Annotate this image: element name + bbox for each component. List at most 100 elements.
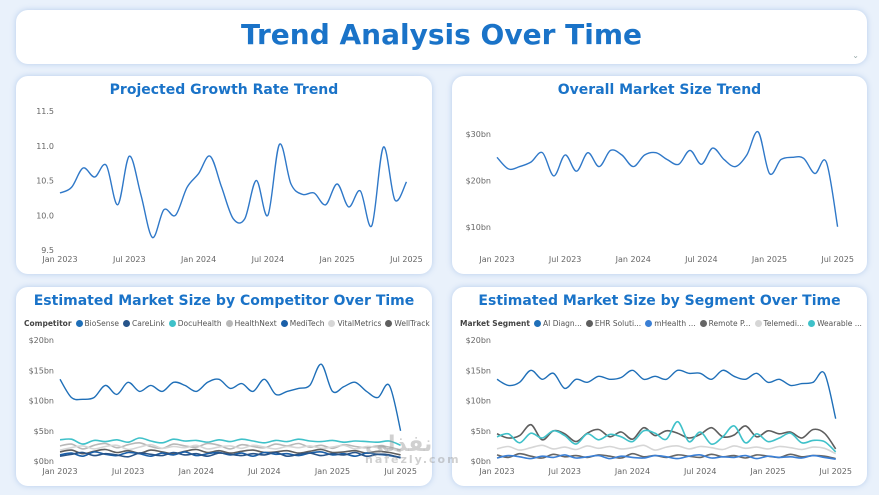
y-tick-label: 11.5 [36, 107, 54, 116]
watermark: نفذلي nafezly.com [365, 432, 461, 466]
growth-rate-title: Projected Growth Rate Trend [109, 82, 339, 98]
legend-item-1[interactable]: CareLink [123, 319, 165, 328]
y-tick-label: $0bn [471, 457, 491, 466]
legend-label: CareLink [132, 319, 165, 328]
legend-item-3[interactable]: Remote P... [699, 319, 751, 328]
legend-marker [280, 320, 288, 327]
legend-item-2[interactable]: DocuHealth [168, 319, 222, 328]
x-tick-label: Jul 2025 [383, 467, 417, 476]
page-title: Trend Analysis Over Time [240, 18, 643, 51]
growth-rate-panel: Projected Growth Rate Trend 9.5 10.0 10.5 1… [16, 76, 432, 274]
x-tick-label: Jan 2025 [319, 255, 355, 264]
watermark-text: نفذلي [365, 432, 433, 457]
y-tick-label: $20bn [29, 336, 54, 345]
legend-label: BioSense [84, 319, 119, 328]
legend-label: EHR Soluti... [594, 319, 642, 328]
legend-marker [75, 320, 83, 327]
header-card: Trend Analysis Over Time ⌄ [16, 10, 867, 64]
series-line-0 [496, 131, 839, 227]
x-tick-label: Jan 2023 [41, 467, 77, 476]
y-tick-label: $10bn [466, 397, 491, 406]
segment-legend: Market Segment AI Diagn... EHR Soluti... m… [460, 319, 866, 328]
legend-marker [225, 320, 233, 327]
market-size-title: Overall Market Size Trend [557, 82, 762, 98]
competitor-chart: $0bn $5bn $10bn $15bn $20bn Jan 2023 Jul 2023 J… [29, 336, 417, 476]
market-size-chart: $10bn $20bn $30bn Jan 2023 Jul 2023 Jan 2024 J… [466, 130, 854, 264]
market-size-panel: Overall Market Size Trend $10bn $20bn $30b… [452, 76, 867, 274]
x-tick-label: Jan 2024 [178, 467, 214, 476]
legend-marker [645, 320, 653, 327]
legend-marker [699, 320, 707, 327]
legend-marker [533, 320, 541, 327]
legend-label: Wearable ... [817, 319, 862, 328]
segment-legend-title: Market Segment [460, 319, 530, 328]
legend-item-4[interactable]: Telemedi... [754, 319, 804, 328]
x-tick-label: Jan 2025 [749, 467, 785, 476]
y-tick-label: $15bn [466, 366, 491, 375]
x-tick-label: Jul 2024 [247, 467, 281, 476]
legend-marker [754, 320, 762, 327]
legend-item-0[interactable]: AI Diagn... [533, 319, 582, 328]
x-tick-label: Jul 2024 [684, 255, 718, 264]
x-tick-label: Jul 2023 [112, 255, 146, 264]
legend-label: MediTech [289, 319, 325, 328]
x-tick-label: Jan 2025 [314, 467, 350, 476]
x-tick-label: Jan 2025 [751, 255, 787, 264]
y-tick-label: $15bn [29, 366, 54, 375]
y-tick-label: $0bn [34, 457, 54, 466]
legend-item-2[interactable]: mHealth ... [645, 319, 696, 328]
series-line-1 [496, 423, 837, 450]
competitor-legend: Competitor BioSense CareLink DocuHealth Hea… [24, 319, 434, 328]
legend-label: AI Diagn... [542, 319, 582, 328]
x-tick-label: Jul 2025 [818, 467, 852, 476]
x-tick-label: Jul 2025 [820, 255, 854, 264]
y-tick-label: $30bn [466, 130, 491, 139]
x-tick-label: Jul 2023 [548, 255, 582, 264]
segment-chart: $0bn $5bn $10bn $15bn $20bn Jan 2023 Jul 2023 J… [466, 336, 852, 476]
series-line-2 [496, 420, 837, 453]
legend-label: VitalMetrics [337, 319, 382, 328]
legend-marker [168, 320, 176, 327]
legend-item-4[interactable]: MediTech [280, 319, 325, 328]
y-tick-label: $10bn [29, 397, 54, 406]
y-tick-label: $20bn [466, 177, 491, 186]
legend-marker [585, 320, 593, 327]
legend-label: WellTrack [394, 319, 430, 328]
segment-panel: Estimated Market Size by Segment Over Ti… [452, 287, 867, 486]
legend-marker [328, 320, 336, 327]
x-tick-label: Jul 2023 [547, 467, 581, 476]
x-tick-label: Jan 2024 [614, 467, 650, 476]
x-tick-label: Jul 2024 [251, 255, 285, 264]
legend-marker [385, 320, 393, 327]
y-tick-label: 9.5 [41, 246, 54, 255]
segment-title: Estimated Market Size by Segment Over Ti… [478, 293, 841, 309]
legend-item-1[interactable]: EHR Soluti... [585, 319, 642, 328]
more-options-icon[interactable]: ⌄ [852, 51, 859, 60]
legend-item-0[interactable]: BioSense [75, 319, 119, 328]
series-line-4 [59, 448, 401, 456]
x-tick-label: Jan 2023 [478, 255, 514, 264]
legend-item-5[interactable]: Wearable ... [808, 319, 862, 328]
x-tick-label: Jan 2023 [478, 467, 514, 476]
legend-label: Remote P... [708, 319, 751, 328]
x-tick-label: Jan 2023 [41, 255, 77, 264]
legend-item-6[interactable]: WellTrack [385, 319, 430, 328]
series-line-1 [59, 437, 401, 447]
series-line-0 [496, 369, 837, 419]
series-line-3 [496, 444, 837, 455]
series-line-0 [59, 363, 402, 431]
x-tick-label: Jul 2025 [389, 255, 423, 264]
series-line-6 [59, 451, 401, 459]
competitor-legend-title: Competitor [24, 319, 72, 328]
x-tick-label: Jul 2024 [683, 467, 717, 476]
series-line-0 [59, 143, 408, 239]
legend-item-3[interactable]: HealthNext [225, 319, 277, 328]
x-tick-label: Jul 2023 [111, 467, 145, 476]
y-tick-label: 10.0 [36, 211, 54, 220]
y-tick-label: $5bn [471, 427, 491, 436]
legend-label: DocuHealth [177, 319, 222, 328]
growth-rate-chart: 9.5 10.0 10.5 11.0 11.5 Jan 2023 Jul 2023 Jan 2… [36, 107, 423, 264]
legend-item-5[interactable]: VitalMetrics [328, 319, 381, 328]
legend-label: HealthNext [234, 319, 277, 328]
y-tick-label: $10bn [466, 223, 491, 232]
